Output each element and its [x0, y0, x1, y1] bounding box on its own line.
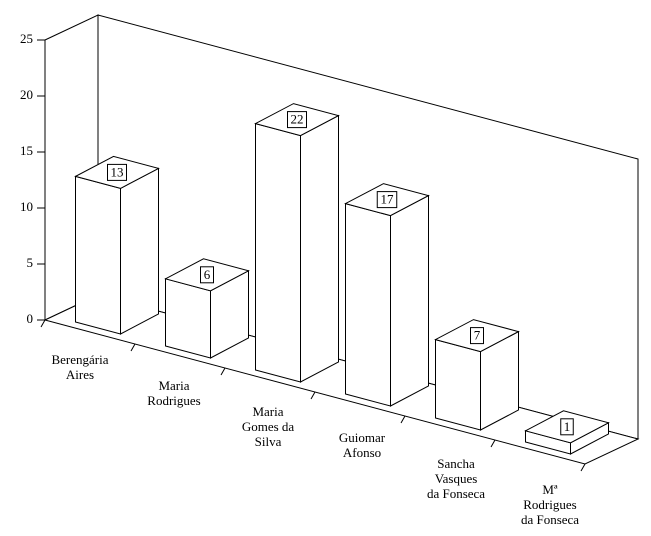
bar-front	[345, 202, 391, 407]
x-tick	[400, 415, 406, 424]
value-label-box	[287, 111, 307, 129]
value-label: 13	[111, 164, 124, 179]
y-tick-label: 5	[27, 255, 34, 270]
bar-front	[255, 122, 301, 383]
bar-side	[390, 194, 429, 407]
value-label: 17	[381, 192, 395, 207]
x-tick	[40, 319, 46, 328]
bar-side	[300, 114, 339, 383]
bar	[254, 103, 340, 383]
bar-front	[75, 175, 121, 335]
x-tick-label: Maria Gomes da Silva	[241, 404, 295, 449]
bar-front	[435, 338, 481, 431]
y-tick-label: 20	[20, 87, 33, 102]
value-label-box	[107, 163, 127, 181]
bar	[344, 183, 430, 407]
x-tick	[310, 391, 316, 400]
x-tick	[220, 367, 226, 376]
x-tick	[490, 439, 496, 448]
y-tick-label: 25	[20, 31, 33, 46]
value-label: 7	[474, 328, 481, 343]
value-label: 1	[564, 419, 571, 434]
x-tick-label: Mª Rodrigues da Fonseca	[520, 482, 580, 527]
x-tick-label: Sancha Vasques da Fonseca	[426, 456, 486, 501]
y-tick-label: 0	[27, 311, 34, 326]
value-label-box	[200, 266, 214, 284]
x-tick-label: Berengária Aires	[51, 352, 109, 382]
x-tick-label: Maria Rodrigues	[147, 378, 201, 408]
bar-front	[165, 278, 211, 359]
value-label-box	[376, 191, 398, 209]
value-label: 6	[204, 267, 211, 282]
bar	[74, 155, 160, 335]
x-tick	[130, 343, 136, 352]
x-tick-label: Guiomar Afonso	[338, 430, 386, 460]
x-tick	[580, 463, 586, 472]
value-label: 22	[291, 112, 304, 127]
bar-side	[120, 167, 159, 335]
value-label-box	[560, 418, 574, 436]
y-tick-label: 10	[20, 199, 33, 214]
y-tick-label: 15	[20, 143, 33, 158]
value-label-box	[470, 327, 484, 345]
